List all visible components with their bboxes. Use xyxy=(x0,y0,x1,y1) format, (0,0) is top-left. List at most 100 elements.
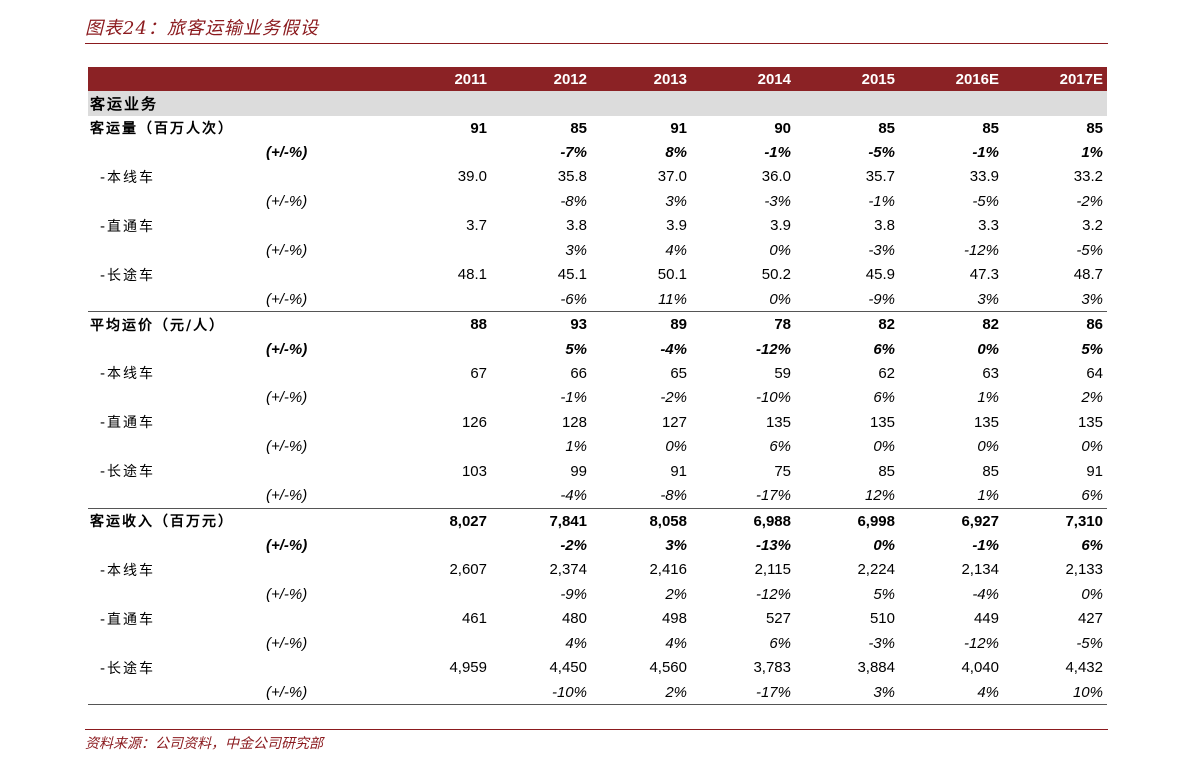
value-cell: 48.7 xyxy=(1073,266,1103,284)
value-cell: 33.9 xyxy=(969,168,999,186)
value-cell: 10% xyxy=(1003,679,1107,706)
value-cell: 62 xyxy=(878,364,895,382)
row-label: (+/-%) xyxy=(266,537,308,555)
row-label: (+/-%) xyxy=(266,585,308,603)
table-row: (+/-%) -4% -8% -17% 12% 1% 6% xyxy=(88,483,1107,508)
value-cell: 93 xyxy=(491,311,591,337)
row-label: -本线车 xyxy=(100,562,156,579)
row-label: -长途车 xyxy=(100,267,156,284)
row-label: (+/-%) xyxy=(266,144,308,162)
value-cell: 135 xyxy=(1077,413,1103,431)
value-cell: -17% xyxy=(691,679,795,706)
value-cell: 4% xyxy=(665,634,687,652)
value-cell: 85 xyxy=(982,462,999,480)
value-cell: 91 xyxy=(1086,462,1103,480)
value-cell: 82 xyxy=(795,311,899,337)
row-label: -长途车 xyxy=(100,464,156,481)
row-label: (+/-%) xyxy=(266,241,308,259)
value-cell: 510 xyxy=(869,610,895,628)
value-cell: 2,115 xyxy=(754,561,791,579)
value-cell xyxy=(391,631,491,655)
value-cell: 6% xyxy=(769,634,791,652)
table-row: -直通车 461 480 498 527 510 449 427 xyxy=(88,607,1107,631)
value-cell: 128 xyxy=(561,413,587,431)
source-note: 资料来源：公司资料，中金公司研究部 xyxy=(85,736,323,752)
value-cell: 82 xyxy=(899,311,1003,337)
row-label: (+/-%) xyxy=(266,192,308,210)
value-cell: -12% xyxy=(755,585,791,603)
value-cell: 0% xyxy=(873,537,895,555)
value-cell: 99 xyxy=(570,462,587,480)
value-cell: 3% xyxy=(665,192,687,210)
value-cell: 3,884 xyxy=(857,659,895,677)
value-cell: 0% xyxy=(1081,585,1103,603)
table-row: -本线车 2,607 2,374 2,416 2,115 2,224 2,134 2,133 xyxy=(88,558,1107,582)
header-cell: 2011 xyxy=(391,67,491,92)
table-row: (+/-%) -7% 8% -1% -5% -1% 1% xyxy=(88,140,1107,164)
value-cell xyxy=(391,533,491,557)
row-label: (+/-%) xyxy=(266,438,308,456)
value-cell xyxy=(391,582,491,606)
table-row: 客运量（百万人次） 91 85 91 90 85 85 85 xyxy=(88,116,1107,140)
value-cell: 11% xyxy=(658,290,687,308)
value-cell: 67 xyxy=(470,364,487,382)
footer-divider xyxy=(85,729,1108,730)
value-cell: -12% xyxy=(755,340,791,358)
figure-title: 图表24：旅客运输业务假设 xyxy=(85,18,319,39)
value-cell: -12% xyxy=(963,241,999,259)
header-cell: 2017E xyxy=(1003,67,1107,92)
header-cell: 2014 xyxy=(691,67,795,92)
value-cell: 4,450 xyxy=(549,659,587,677)
value-cell: 1% xyxy=(977,389,999,407)
value-cell: 3.8 xyxy=(566,217,587,235)
row-label: (+/-%) xyxy=(266,389,308,407)
value-cell: 126 xyxy=(461,413,487,431)
value-cell: 8,058 xyxy=(591,507,691,534)
value-cell: 3% xyxy=(977,290,999,308)
value-cell: 50.2 xyxy=(761,266,791,284)
value-cell: 6,988 xyxy=(691,507,795,534)
row-label: 平均运价（元/人） xyxy=(88,311,391,337)
value-cell: -2% xyxy=(660,389,687,407)
value-cell: -7% xyxy=(560,144,587,162)
header-cell xyxy=(88,67,391,92)
value-cell: 6,927 xyxy=(899,507,1003,534)
value-cell: 35.7 xyxy=(865,168,895,186)
value-cell: -1% xyxy=(972,537,999,555)
row-label: (+/-%) xyxy=(266,487,308,505)
value-cell: 3% xyxy=(565,241,587,259)
value-cell: 85 xyxy=(878,119,895,137)
table-row: (+/-%) -1% -2% -10% 6% 1% 2% xyxy=(88,386,1107,410)
value-cell: -10% xyxy=(491,679,591,706)
value-cell: -1% xyxy=(972,144,999,162)
row-label: -直通车 xyxy=(100,218,156,235)
value-cell xyxy=(391,386,491,410)
value-cell: 6% xyxy=(769,438,791,456)
value-cell: -17% xyxy=(755,487,791,505)
value-cell: 3.9 xyxy=(666,217,687,235)
value-cell: -3% xyxy=(868,241,895,259)
value-cell: 2,134 xyxy=(961,561,999,579)
value-cell: 3.3 xyxy=(978,217,999,235)
value-cell: 6% xyxy=(873,389,895,407)
table-row: (+/-%) -6% 11% 0% -9% 3% 3% xyxy=(88,287,1107,312)
value-cell: 498 xyxy=(661,610,687,628)
row-label: (+/-%) xyxy=(266,290,308,308)
section-label: 客运业务 xyxy=(88,91,1107,116)
value-cell: 2% xyxy=(665,585,687,603)
value-cell: 90 xyxy=(774,119,791,137)
value-cell: 5% xyxy=(1081,340,1103,358)
value-cell: 65 xyxy=(670,364,687,382)
value-cell xyxy=(391,337,491,361)
value-cell: 103 xyxy=(461,462,487,480)
table-row: -本线车 39.0 35.8 37.0 36.0 35.7 33.9 33.2 xyxy=(88,165,1107,189)
table-header-row: 2011 2012 2013 2014 2015 2016E 2017E xyxy=(88,67,1107,92)
value-cell: 4% xyxy=(565,634,587,652)
value-cell: -5% xyxy=(972,192,999,210)
row-label: (+/-%) xyxy=(266,634,308,652)
value-cell: 2,607 xyxy=(449,561,487,579)
value-cell: 6,998 xyxy=(795,507,899,534)
value-cell: 427 xyxy=(1077,610,1103,628)
value-cell: 3% xyxy=(665,537,687,555)
value-cell: 8,027 xyxy=(391,507,491,534)
